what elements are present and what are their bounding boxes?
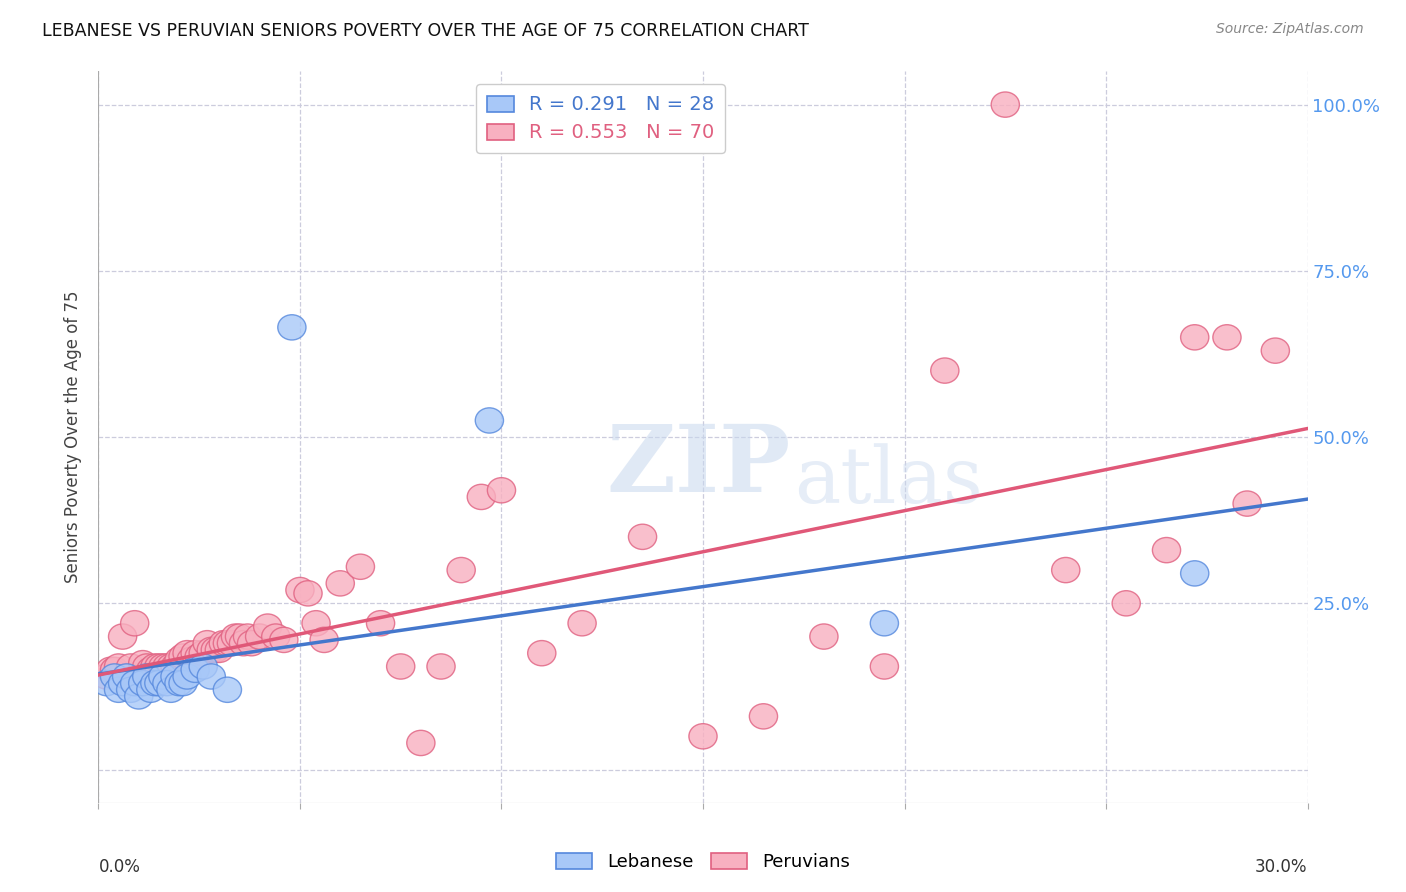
Legend: R = 0.291   N = 28, R = 0.553   N = 70: R = 0.291 N = 28, R = 0.553 N = 70	[477, 84, 724, 153]
Text: 30.0%: 30.0%	[1256, 858, 1308, 876]
Text: LEBANESE VS PERUVIAN SENIORS POVERTY OVER THE AGE OF 75 CORRELATION CHART: LEBANESE VS PERUVIAN SENIORS POVERTY OVE…	[42, 22, 808, 40]
Y-axis label: Seniors Poverty Over the Age of 75: Seniors Poverty Over the Age of 75	[65, 291, 83, 583]
Text: atlas: atlas	[793, 443, 983, 519]
Text: Source: ZipAtlas.com: Source: ZipAtlas.com	[1216, 22, 1364, 37]
Text: ZIP: ZIP	[606, 421, 790, 511]
Text: 0.0%: 0.0%	[98, 858, 141, 876]
Legend: Lebanese, Peruvians: Lebanese, Peruvians	[550, 846, 856, 879]
